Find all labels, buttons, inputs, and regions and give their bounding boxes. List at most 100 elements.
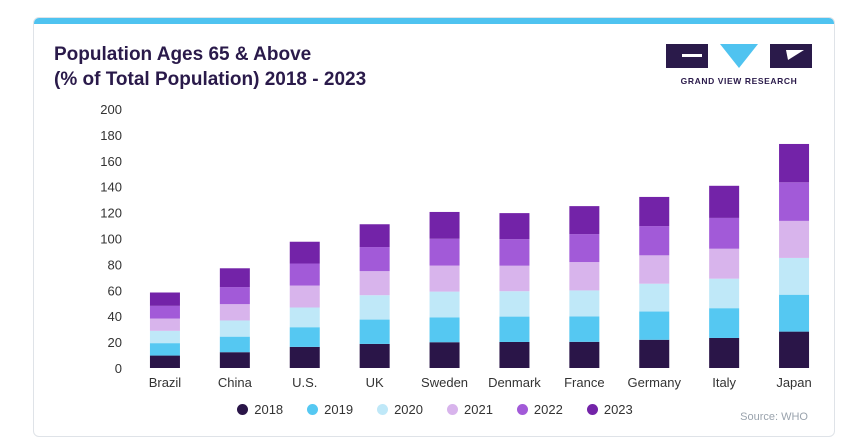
legend-swatch <box>237 404 249 415</box>
bar-segment <box>289 346 320 368</box>
legend-swatch <box>377 404 389 415</box>
legend-swatch <box>447 404 458 415</box>
legend-label: 2021 <box>464 402 493 417</box>
legend-item: 2021 <box>447 402 493 417</box>
bar-segment <box>429 238 460 266</box>
legend-label: 2019 <box>324 402 354 417</box>
y-tick-label: 120 <box>100 206 122 221</box>
chart-title-line-1: Population Ages 65 & Above <box>54 44 312 65</box>
bar-segment <box>219 336 250 353</box>
bar-segment <box>499 291 530 317</box>
legend-item: 2022 <box>516 402 563 417</box>
bar-segment <box>289 327 320 347</box>
bar-segment <box>569 262 600 291</box>
bar-segment <box>219 304 250 321</box>
bar-segment <box>429 317 460 343</box>
bar-segment <box>149 318 180 331</box>
x-tick-label: Germany <box>628 375 682 390</box>
source-note: Source: WHO <box>740 411 808 423</box>
x-tick-label: Japan <box>776 375 811 390</box>
y-tick-label: 180 <box>100 128 122 143</box>
legend-swatch <box>307 404 319 415</box>
legend-label: 2023 <box>603 402 633 417</box>
x-tick-label: Italy <box>712 375 736 390</box>
bar-segment <box>149 305 180 319</box>
bar-segment <box>709 248 740 279</box>
x-tick-label: U.S. <box>292 375 317 390</box>
bar-segment <box>639 226 670 256</box>
bar-segment <box>359 271 390 296</box>
bar-segment <box>289 241 320 264</box>
stacked-bar-chart: 0 20 40 60 80 100 120 140 160 180 200 Brazil China U.… <box>100 102 811 390</box>
bar-segment <box>149 355 180 368</box>
bar-segment <box>779 331 810 368</box>
bar-segment <box>359 224 390 248</box>
chart-title-line-2: (% of Total Population) 2018 - 2023 <box>54 69 367 90</box>
bar-segment <box>639 283 670 312</box>
logo-text: GRAND VIEW RESEARCH <box>680 76 798 86</box>
bar-segment <box>219 287 250 305</box>
y-tick-label: 40 <box>108 309 122 324</box>
logo-mark-icon <box>666 44 812 68</box>
bar-segment <box>289 307 320 328</box>
bar-segment <box>709 217 740 249</box>
bar-segment <box>569 290 600 317</box>
card-accent-bar <box>34 18 834 24</box>
grand-view-research-logo: GRAND VIEW RESEARCH <box>664 42 814 86</box>
legend-item: 2020 <box>377 402 423 417</box>
y-tick-label: 100 <box>100 232 122 247</box>
bar-segment <box>499 239 530 266</box>
bar-segment <box>639 196 670 227</box>
y-tick-label: 60 <box>108 283 122 298</box>
legend-swatch <box>516 404 528 415</box>
x-tick-label: Denmark <box>488 375 541 390</box>
y-tick-label: 160 <box>100 154 122 169</box>
y-tick-label: 80 <box>108 257 122 272</box>
bar-segment <box>499 213 530 240</box>
chart-title: Population Ages 65 & Above (% of Total P… <box>54 42 474 92</box>
y-tick-label: 0 <box>115 361 122 376</box>
x-tick-label: China <box>218 375 253 390</box>
bar-segment <box>779 220 810 258</box>
bar-segment <box>709 308 740 338</box>
bar-segment <box>499 265 530 292</box>
bar-segment <box>149 292 180 306</box>
x-tick-label: Brazil <box>149 375 182 390</box>
y-tick-label: 140 <box>100 180 122 195</box>
legend-item: 2019 <box>307 402 353 417</box>
bar-segment <box>779 143 810 183</box>
bar-segment <box>359 295 390 320</box>
x-tick-label: UK <box>366 375 384 390</box>
bar-segment <box>429 265 460 292</box>
y-tick-label: 200 <box>100 102 122 117</box>
bar-segment <box>149 343 180 356</box>
bar-segment <box>499 341 530 368</box>
bar-segment <box>359 247 390 272</box>
bar-segment <box>289 285 320 308</box>
bar-segment <box>219 268 250 288</box>
x-tick-label: France <box>564 375 604 390</box>
bar-segment <box>639 255 670 284</box>
bar-segment <box>709 278 740 309</box>
bar-segment <box>429 211 460 239</box>
bar-segment <box>779 294 810 332</box>
y-tick-label: 20 <box>108 335 122 350</box>
chart-card: Population Ages 65 & Above (% of Total P… <box>33 17 835 437</box>
bar-segment <box>569 341 600 368</box>
legend-label: 2020 <box>394 402 423 417</box>
legend-label: 2018 <box>254 402 284 417</box>
legend-label: 2022 <box>533 402 563 417</box>
x-tick-label: Sweden <box>421 375 468 390</box>
bar-segment <box>639 339 670 368</box>
legend-swatch <box>586 404 598 415</box>
bar-segment <box>639 311 670 340</box>
bar-segment <box>569 234 600 263</box>
bar-segment <box>779 182 810 221</box>
bar-segment <box>149 330 180 344</box>
bar-segment <box>709 185 740 218</box>
bar-segment <box>429 342 460 368</box>
bar-segment <box>219 352 250 368</box>
bar-segment <box>499 316 530 342</box>
bar-segment <box>779 257 810 295</box>
bar-segment <box>359 343 390 368</box>
